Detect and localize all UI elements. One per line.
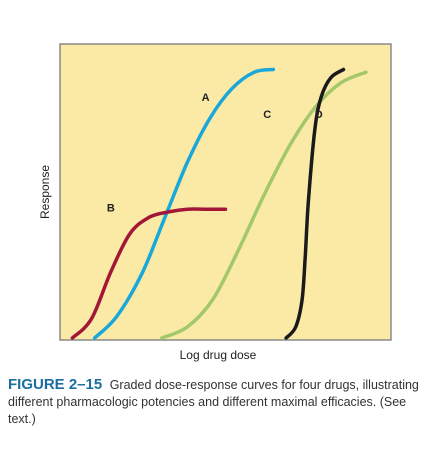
curves-layer xyxy=(70,67,368,340)
curve-label-b: B xyxy=(107,202,115,214)
figure-caption: FIGURE 2–15 Graded dose-response curves … xyxy=(8,376,420,428)
curve-c xyxy=(159,70,368,340)
dose-response-chart: A B C D Log drug dose Response xyxy=(38,43,392,362)
y-axis-label: Response xyxy=(38,165,52,219)
caption-text: Graded dose-response curves for four dru… xyxy=(8,378,419,426)
caption-label: FIGURE 2–15 xyxy=(8,376,103,393)
curve-label-c: C xyxy=(263,109,271,121)
curve-d xyxy=(284,67,346,340)
plot-area xyxy=(59,43,392,341)
curve-b xyxy=(70,207,228,340)
x-axis-label: Log drug dose xyxy=(180,348,257,362)
curve-label-d: D xyxy=(315,109,323,121)
curve-label-a: A xyxy=(202,92,210,104)
curve-labels-layer: A B C D xyxy=(107,92,323,215)
curve-a xyxy=(92,67,276,340)
